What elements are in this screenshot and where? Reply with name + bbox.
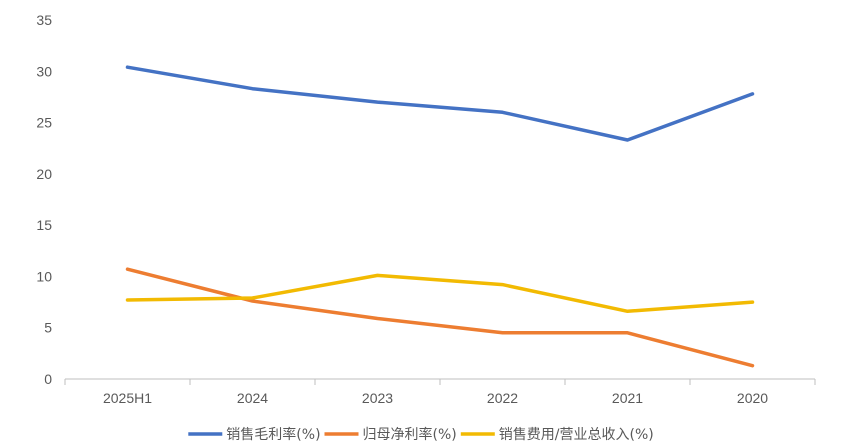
x-tick-label: 2021	[612, 390, 643, 406]
legend-label: 销售费用/营业总收入(%)	[499, 427, 654, 443]
y-tick-label: 15	[36, 217, 52, 233]
y-axis-labels: 0 5 10 15 20 25 30 35	[36, 12, 52, 387]
legend: 销售毛利率(%) 归母净利率(%) 销售费用/营业总收入(%)	[188, 426, 654, 443]
x-tick-label: 2022	[487, 390, 518, 406]
y-tick-label: 10	[36, 268, 52, 284]
legend-label: 归母净利率(%)	[363, 426, 457, 443]
x-axis-labels: 2025H1 2024 2023 2022 2021 2020	[103, 390, 768, 406]
y-tick-label: 30	[36, 63, 52, 79]
legend-item: 销售毛利率(%)	[188, 426, 321, 443]
y-tick-label: 35	[36, 12, 52, 28]
legend-item: 归母净利率(%)	[324, 426, 457, 443]
series-line-3	[125, 273, 755, 314]
series-line-1	[125, 65, 755, 142]
y-tick-label: 20	[36, 166, 52, 182]
series-line-2	[125, 267, 755, 368]
x-tick-label: 2024	[237, 390, 268, 406]
x-tick-label: 2020	[737, 390, 768, 406]
y-tick-label: 25	[36, 115, 52, 131]
legend-label: 销售毛利率(%)	[226, 426, 320, 443]
y-tick-label: 5	[44, 320, 52, 336]
y-tick-label: 0	[44, 371, 52, 387]
x-axis-ticks	[64, 379, 816, 385]
x-tick-label: 2025H1	[103, 390, 152, 406]
x-tick-label: 2023	[362, 390, 393, 406]
legend-item: 销售费用/营业总收入(%)	[460, 427, 654, 443]
series-lines	[125, 65, 755, 368]
